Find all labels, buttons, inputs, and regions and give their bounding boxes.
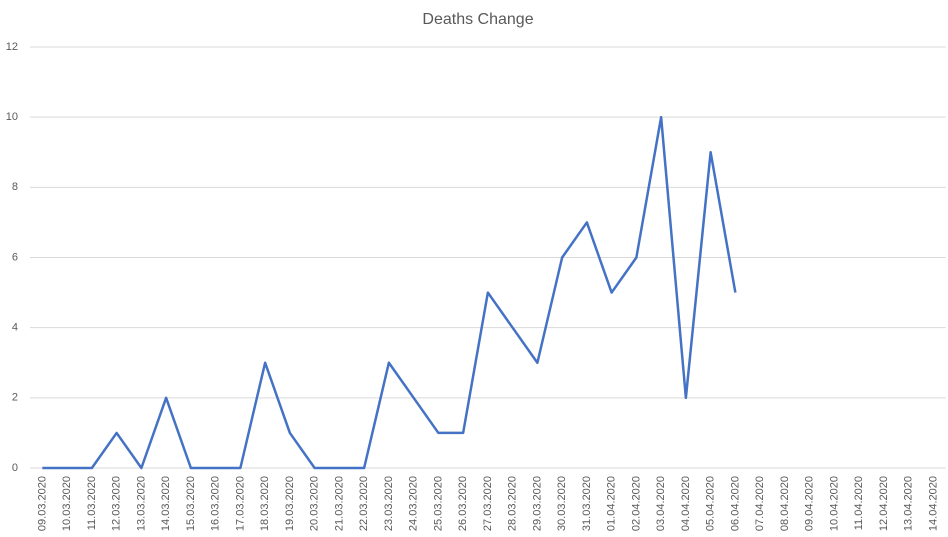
x-tick-label: 10.04.2020 (828, 476, 840, 531)
x-tick-label: 22.03.2020 (358, 476, 370, 531)
x-tick-label: 19.03.2020 (284, 476, 296, 531)
x-tick-label: 13.04.2020 (903, 476, 915, 531)
x-tick-label: 26.03.2020 (457, 476, 469, 531)
x-tick-label: 17.03.2020 (234, 476, 246, 531)
x-tick-label: 04.04.2020 (680, 476, 692, 531)
x-tick-label: 11.04.2020 (853, 476, 865, 530)
y-tick-label: 4 (12, 322, 18, 334)
x-tick-label: 09.03.2020 (36, 476, 48, 531)
x-tick-label: 16.03.2020 (210, 476, 222, 531)
x-tick-label: 08.04.2020 (779, 476, 791, 531)
x-tick-label: 31.03.2020 (581, 476, 593, 531)
chart-title: Deaths Change (422, 11, 533, 28)
y-tick-label: 10 (6, 111, 18, 123)
x-tick-label: 30.03.2020 (556, 476, 568, 531)
y-tick-label: 12 (6, 41, 18, 53)
y-tick-label: 6 (12, 251, 18, 263)
x-tick-label: 29.03.2020 (531, 476, 543, 531)
x-tick-label: 06.04.2020 (729, 476, 741, 531)
x-tick-label: 18.03.2020 (259, 476, 271, 531)
x-tick-label: 09.04.2020 (804, 476, 816, 531)
x-tick-label: 25.03.2020 (432, 476, 444, 531)
x-tick-label: 14.03.2020 (160, 476, 172, 531)
line-series (42, 115, 737, 470)
x-tick-label: 14.04.2020 (927, 476, 939, 531)
x-tick-label: 13.03.2020 (135, 476, 147, 531)
x-tick-label: 20.03.2020 (309, 476, 321, 531)
y-tick-label: 2 (12, 392, 18, 404)
x-tick-label: 10.03.2020 (61, 476, 73, 531)
x-tick-label: 07.04.2020 (754, 476, 766, 531)
x-tick-label: 12.03.2020 (111, 476, 123, 531)
x-tick-label: 12.04.2020 (878, 476, 890, 531)
x-tick-label: 05.04.2020 (705, 476, 717, 531)
x-tick-label: 02.04.2020 (630, 476, 642, 531)
x-tick-label: 11.03.2020 (86, 476, 98, 530)
x-tick-label: 03.04.2020 (655, 476, 667, 531)
x-tick-label: 21.03.2020 (333, 476, 345, 531)
x-tick-label: 24.03.2020 (408, 476, 420, 531)
x-tick-label: 23.03.2020 (383, 476, 395, 531)
x-tick-label: 15.03.2020 (185, 476, 197, 531)
x-tick-label: 27.03.2020 (482, 476, 494, 531)
x-tick-label: 28.03.2020 (507, 476, 519, 531)
y-tick-label: 0 (12, 462, 18, 474)
x-tick-label: 01.04.2020 (606, 476, 618, 531)
y-tick-label: 8 (12, 181, 18, 193)
